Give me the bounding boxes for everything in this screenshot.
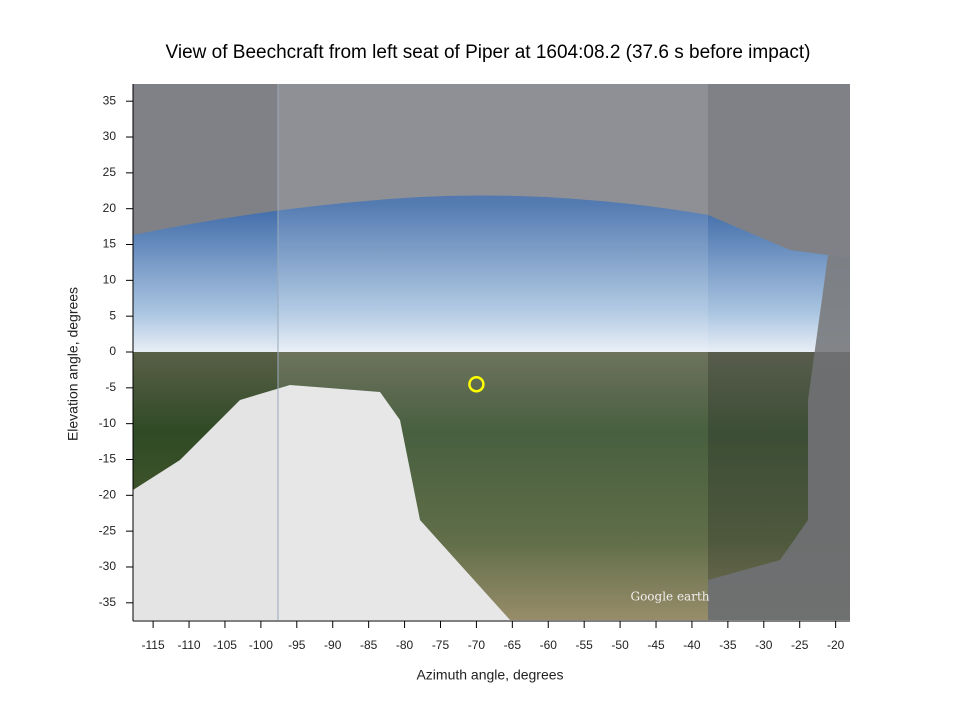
y-tick-label: -25 bbox=[99, 523, 117, 537]
x-tick-label: -95 bbox=[288, 638, 306, 652]
y-tick-label: -15 bbox=[99, 452, 117, 466]
x-tick-label: -50 bbox=[611, 638, 629, 652]
y-tick-label: 5 bbox=[109, 308, 116, 322]
y-tick-label: 20 bbox=[103, 201, 117, 215]
x-tick-label: -30 bbox=[755, 638, 773, 652]
y-tick-label: 0 bbox=[109, 344, 116, 358]
x-tick-label: -110 bbox=[177, 638, 200, 652]
y-tick-label: -10 bbox=[99, 416, 117, 430]
x-tick-label: -25 bbox=[791, 638, 809, 652]
point bbox=[468, 375, 485, 393]
x-tick-label: -75 bbox=[432, 638, 450, 652]
y-tick-label: -35 bbox=[99, 595, 117, 609]
x-tick-label: -100 bbox=[249, 638, 273, 652]
y-tick-label: 15 bbox=[103, 237, 117, 251]
x-tick-label: -85 bbox=[360, 638, 378, 652]
watermark: Google earth bbox=[630, 590, 709, 604]
x-tick-label: -115 bbox=[142, 638, 165, 652]
y-tick-label: -30 bbox=[99, 559, 117, 573]
y-tick-label: -5 bbox=[105, 380, 116, 394]
y-tick-label: -20 bbox=[99, 487, 117, 501]
y-tick-label: 30 bbox=[103, 129, 117, 143]
y-tick-label: 25 bbox=[103, 165, 117, 179]
x-tick-label: -90 bbox=[324, 638, 342, 652]
x-tick-label: -55 bbox=[576, 638, 594, 652]
x-tick-label: -65 bbox=[504, 638, 522, 652]
x-tick-label: -35 bbox=[719, 638, 737, 652]
x-tick-label: -45 bbox=[647, 638, 665, 652]
y-axis-label: Elevation angle, degrees bbox=[65, 287, 81, 441]
y-tick-label: 10 bbox=[103, 273, 117, 287]
x-tick-label: -70 bbox=[468, 638, 486, 652]
background-image: Google earth bbox=[133, 84, 850, 620]
x-tick-label: -20 bbox=[827, 638, 845, 652]
y-tick-label: 35 bbox=[103, 93, 117, 107]
x-tick-label: -60 bbox=[540, 638, 558, 652]
chart-title: View of Beechcraft from left seat of Pip… bbox=[166, 42, 811, 63]
x-axis-label: Azimuth angle, degrees bbox=[416, 667, 563, 683]
x-tick-label: -105 bbox=[213, 638, 237, 652]
x-tick-label: -40 bbox=[683, 638, 701, 652]
x-tick-label: -80 bbox=[396, 638, 414, 652]
